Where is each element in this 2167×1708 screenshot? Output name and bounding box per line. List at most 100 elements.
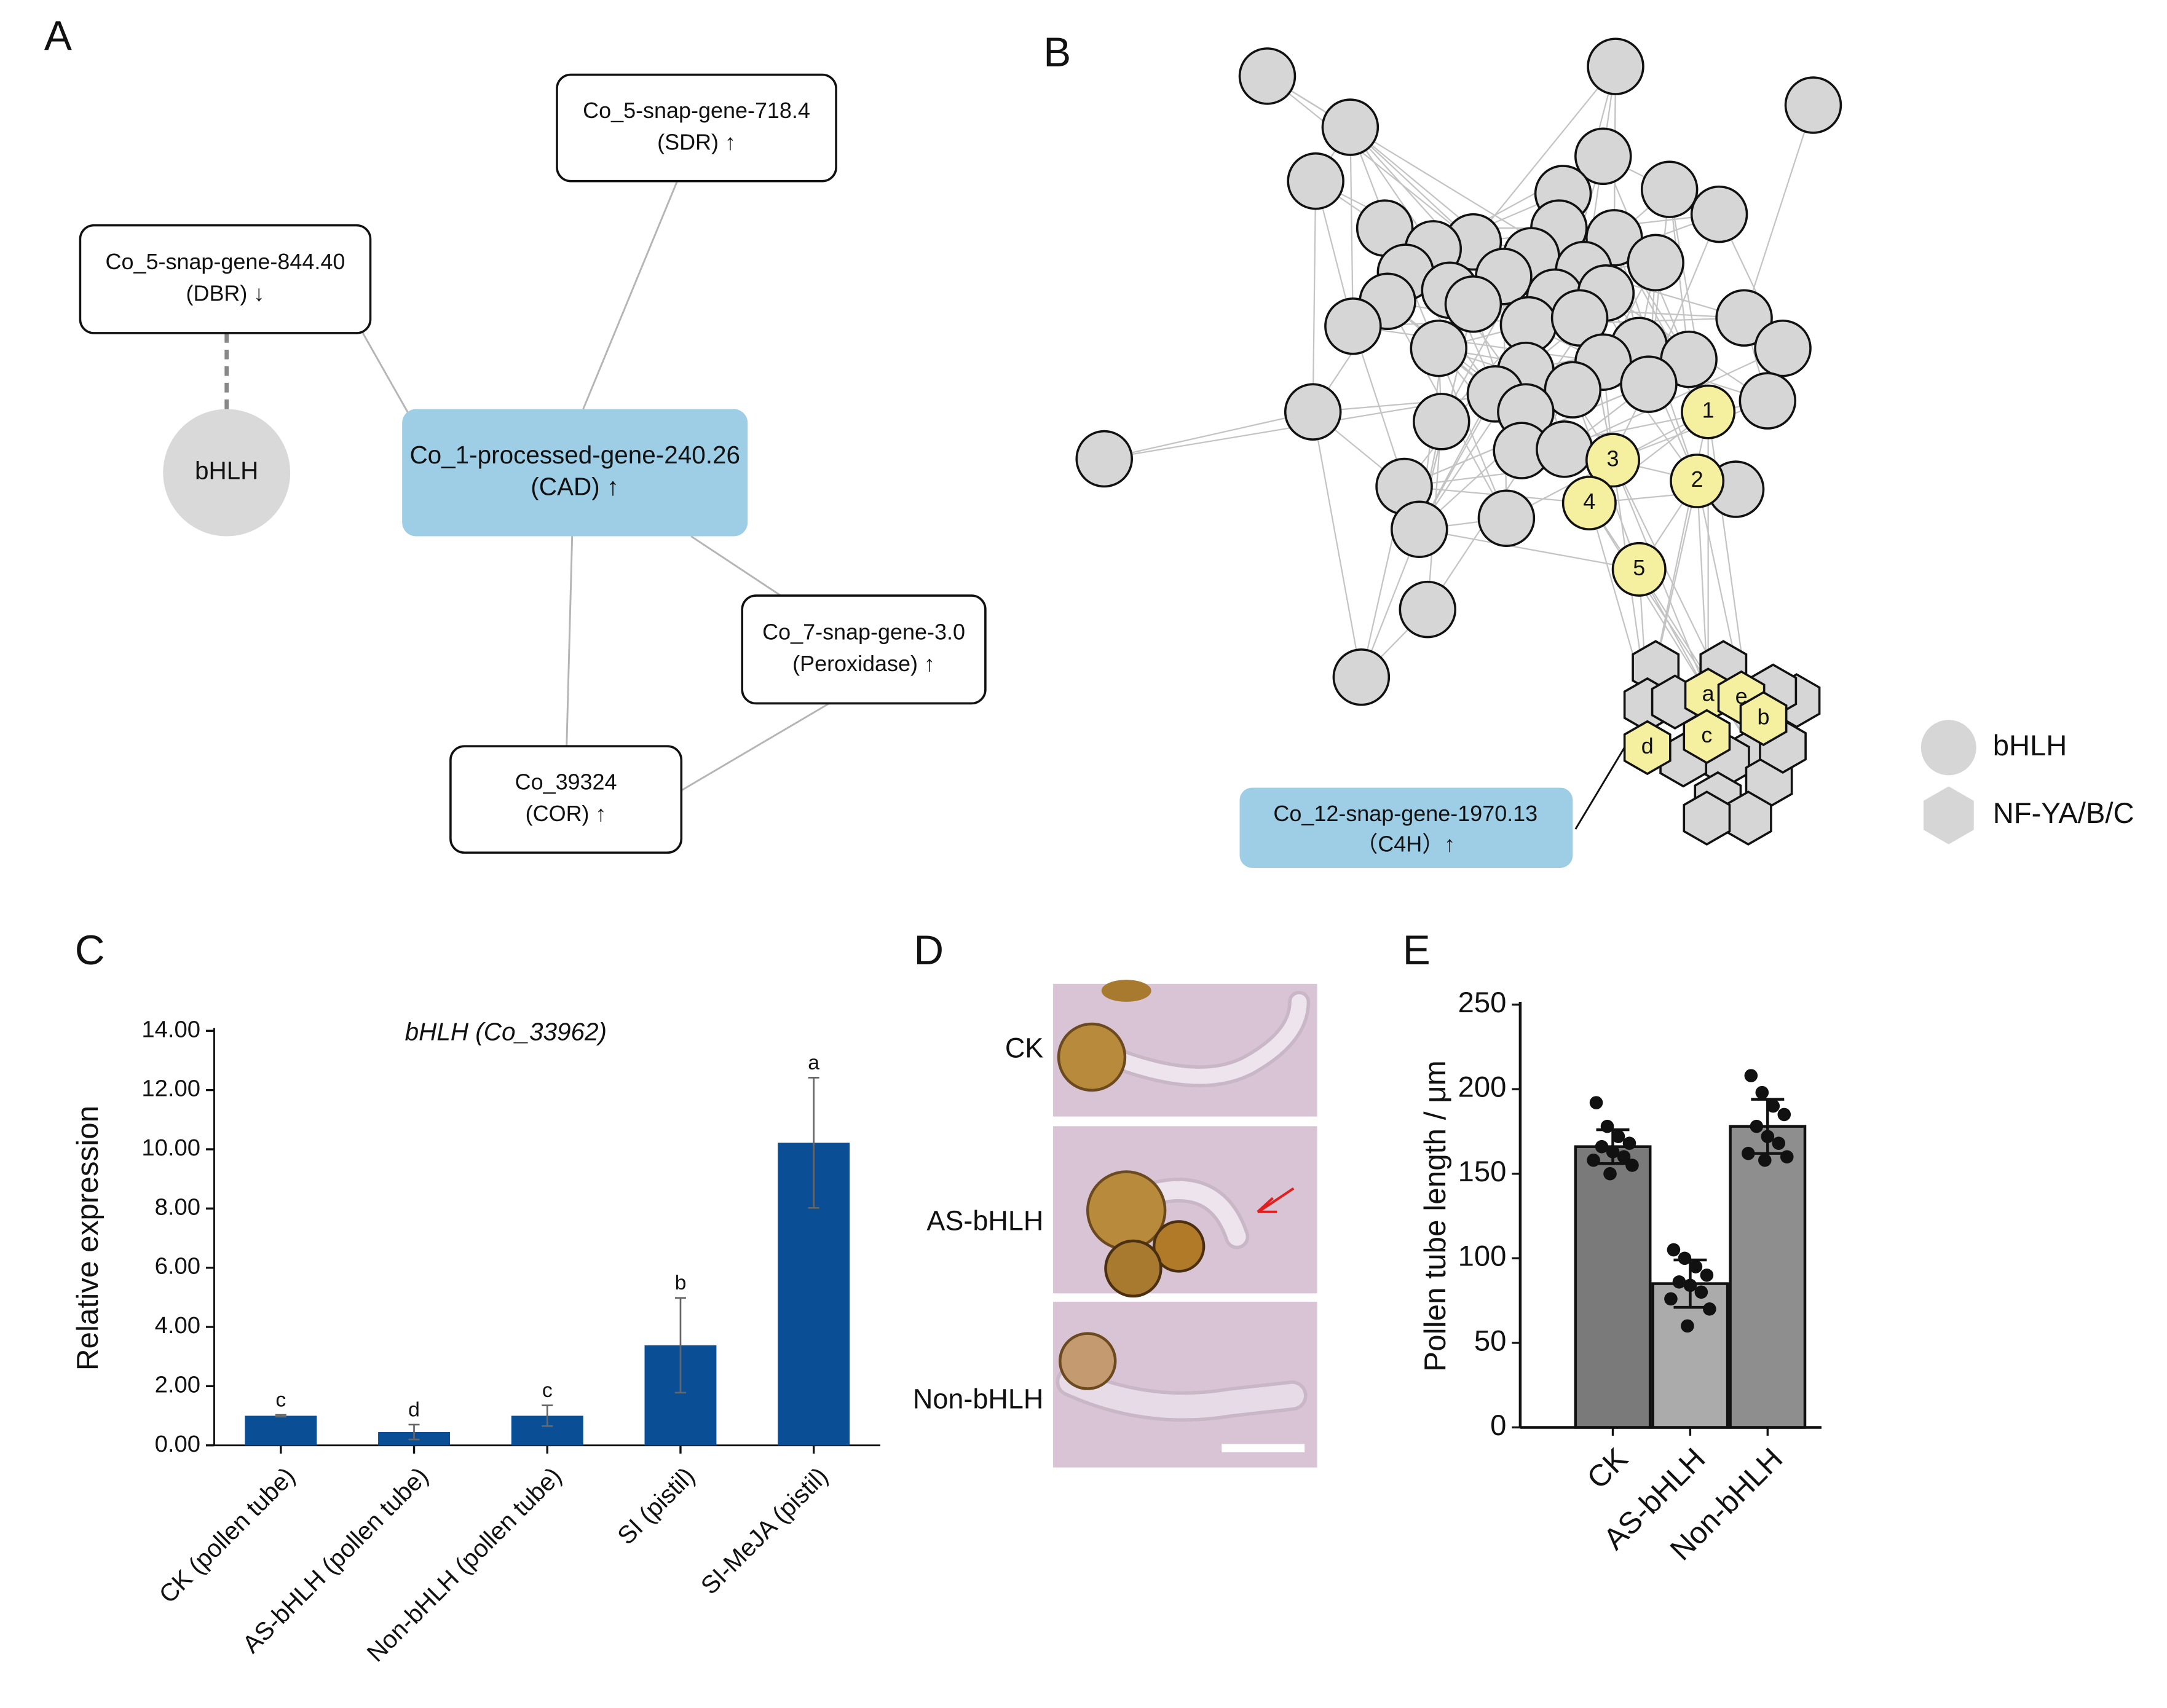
data-point (1758, 1153, 1772, 1167)
pollen-grain (1101, 980, 1151, 1002)
data-point (1672, 1275, 1686, 1289)
bhlh-node (1574, 127, 1632, 185)
significance-label: c (542, 1379, 553, 1402)
panel-label: D (914, 927, 944, 974)
bhlh-node (1324, 297, 1382, 355)
data-point (1683, 1278, 1697, 1293)
bhlh-node (1627, 234, 1684, 292)
bhlh-node (1477, 489, 1536, 547)
callout-label: Co_12-snap-gene-1970.13 (1273, 801, 1537, 826)
arrow (1260, 1187, 1295, 1212)
bhlh-node (1412, 393, 1470, 451)
network-edge (1266, 75, 1474, 243)
bhlh-node (1587, 37, 1644, 95)
data-point (1603, 1167, 1617, 1181)
panel-label: E (1403, 927, 1431, 974)
x-tick-label: CK (pollen tube) (153, 1462, 300, 1608)
data-point (1772, 1136, 1786, 1150)
node-label: (COR) ↑ (526, 801, 607, 826)
node-label: (CAD) ↑ (531, 473, 619, 501)
callout-box (1239, 787, 1573, 868)
bar (245, 1415, 317, 1446)
y-tick-label: 14.00 (141, 1016, 200, 1042)
pollen (1056, 1332, 1308, 1422)
x-tick-label: SI (pistil) (612, 1462, 700, 1550)
bhlh-node (1410, 319, 1468, 377)
gene-node (741, 594, 987, 705)
error-bar (408, 1423, 420, 1441)
arrow-head (1257, 1197, 1277, 1213)
y-tick-label: 50 (1474, 1324, 1507, 1357)
bhlh-node (1784, 76, 1842, 134)
edge (690, 535, 781, 597)
bhlh-node-highlight (1670, 454, 1725, 509)
data-point (1750, 1119, 1764, 1133)
data-point (1587, 1153, 1600, 1167)
pollen-grain (1152, 1220, 1206, 1273)
bhlh-node (1075, 430, 1133, 488)
legend-circle (1920, 720, 1976, 776)
node-label: 2 (1691, 466, 1703, 492)
bhlh-node-highlight (1561, 475, 1617, 530)
legend-hexagon (1923, 786, 1974, 844)
y-tick-label: 150 (1458, 1155, 1507, 1188)
data-point (1667, 1243, 1681, 1257)
data-point (1703, 1302, 1716, 1316)
bhlh-node (1444, 275, 1502, 333)
network-edge (1103, 411, 1313, 460)
data-point (1761, 1130, 1775, 1143)
node-label: (Peroxidase) ↑ (792, 651, 935, 676)
node-label: (DBR) ↓ (186, 281, 265, 306)
y-tick-label: 0 (1490, 1409, 1506, 1442)
gene-node (556, 73, 837, 183)
pollen-grain (1059, 1332, 1117, 1390)
nf-y-node-highlight (1623, 720, 1672, 776)
significance-label: c (275, 1388, 286, 1411)
node-label: 4 (1583, 489, 1595, 514)
edge (566, 536, 574, 747)
data-point (1777, 1108, 1791, 1122)
node-label: Co_5-snap-gene-844.40 (106, 249, 345, 274)
network-edge (1589, 502, 1709, 696)
data-point (1625, 1159, 1639, 1172)
pollen (1086, 1170, 1250, 1298)
significance-label: d (408, 1398, 420, 1421)
bhlh-node (1690, 185, 1748, 243)
bhlh-node (163, 409, 291, 537)
data-point (1742, 1146, 1755, 1160)
bhlh-node (1544, 361, 1602, 419)
bhlh-node (1550, 289, 1609, 347)
network-edge (1349, 127, 1354, 326)
node-label: a (1702, 680, 1715, 706)
nf-y-node-highlight (1683, 709, 1731, 765)
y-tick-label: 250 (1458, 986, 1507, 1019)
bhlh-node-highlight (1585, 433, 1641, 488)
y-tick-label: 200 (1458, 1071, 1507, 1104)
bhlh-node (1640, 160, 1699, 218)
node-label: d (1641, 733, 1654, 758)
bhlh-node (1391, 500, 1448, 558)
legend-label: NF-YA/B/C (1993, 797, 2134, 830)
data-point (1755, 1085, 1769, 1100)
legend-label: bHLH (1993, 730, 2067, 762)
significance-label: b (675, 1271, 687, 1294)
bhlh-node (1332, 648, 1391, 706)
node-label: (SDR) ↑ (657, 129, 736, 154)
data-point (1744, 1069, 1758, 1082)
bhlh-node (1399, 580, 1457, 639)
network-edge (1472, 66, 1616, 243)
image-label: CK (1005, 1033, 1043, 1064)
bhlh-node-highlight (1611, 541, 1667, 597)
data-point (1606, 1145, 1620, 1159)
network-edge (1638, 569, 1756, 754)
node-label: 3 (1607, 446, 1619, 471)
nf-y-node-highlight (1739, 691, 1788, 746)
data-point (1617, 1150, 1631, 1163)
network-edge (1405, 272, 1507, 519)
error-bar (275, 1414, 286, 1418)
y-tick-label: 4.00 (155, 1312, 200, 1339)
bhlh-node (1321, 98, 1380, 156)
image-label: Non-bHLH (913, 1383, 1043, 1415)
y-tick-label: 2.00 (155, 1371, 200, 1398)
